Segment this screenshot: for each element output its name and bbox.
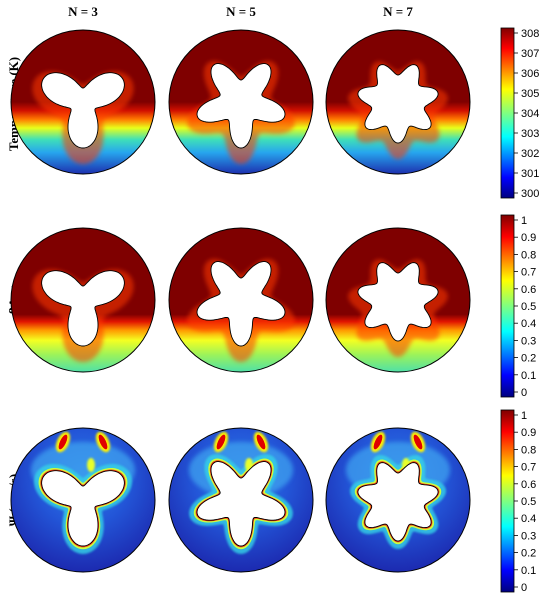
colorbar-tick-label: 1 bbox=[521, 215, 527, 227]
outer-cylinder bbox=[168, 29, 314, 175]
velocity-features bbox=[346, 431, 450, 550]
inner-cylinder bbox=[41, 470, 125, 547]
colorbar-tick-label: 0.5 bbox=[521, 301, 536, 313]
inner-cylinder bbox=[41, 270, 125, 347]
outer-cylinder bbox=[10, 227, 156, 373]
colorbar-tick-label: 0.5 bbox=[521, 496, 536, 508]
inner-cylinder bbox=[41, 72, 125, 149]
colorbar-tick-label: 0 bbox=[521, 387, 527, 399]
outer-cylinder bbox=[325, 427, 471, 573]
outer-cylinder bbox=[10, 29, 156, 175]
panel-temperature-n3 bbox=[10, 29, 156, 175]
colorbar-tick-label: 0.8 bbox=[521, 444, 536, 456]
colorbar-tick-label: 300 bbox=[521, 188, 539, 200]
colorbar-beta-avg: 1 0.9 0.8 0.7 0.6 0.5 0.4 0.3 0.2 0.1 0 bbox=[500, 214, 536, 399]
colorbar-tick-label: 0.1 bbox=[521, 565, 536, 577]
panel-beta-avg-n5 bbox=[168, 227, 314, 373]
colorbar-tick-label: 308 bbox=[521, 28, 539, 40]
outer-cylinder bbox=[168, 227, 314, 373]
colorbar-tick-label: 0 bbox=[521, 582, 527, 594]
panel-psi-n5 bbox=[168, 427, 314, 573]
column-header-n5: N = 5 bbox=[226, 4, 256, 19]
outer-cylinder bbox=[325, 29, 471, 175]
colorbar-tick-label: 0.7 bbox=[521, 462, 536, 474]
panel-beta-avg-n7 bbox=[325, 227, 471, 373]
outer-cylinder bbox=[10, 427, 156, 573]
colorbar-tick-label: 304 bbox=[521, 108, 539, 120]
colorbar-tick-label: 305 bbox=[521, 88, 539, 100]
colorbar-tick-label: 307 bbox=[521, 48, 539, 60]
colorbar-tick-label: 0.2 bbox=[521, 353, 536, 365]
colorbar-tick-label: 0.3 bbox=[521, 335, 536, 347]
inner-cylinder bbox=[357, 462, 439, 542]
column-header-n3: N = 3 bbox=[68, 4, 98, 19]
inner-cylinder bbox=[357, 64, 439, 144]
colorbar-tick-label: 303 bbox=[521, 128, 539, 140]
colorbar-tick-label: 306 bbox=[521, 68, 539, 80]
colorbar-tick-label: 302 bbox=[521, 148, 539, 160]
panel-temperature-n5 bbox=[168, 29, 314, 175]
inner-cylinder bbox=[196, 261, 286, 347]
outer-cylinder bbox=[325, 227, 471, 373]
inner-cylinder bbox=[196, 63, 286, 149]
panel-psi-n7 bbox=[325, 427, 471, 573]
colorbar-tick-label: 0.7 bbox=[521, 267, 536, 279]
panel-beta-avg-n3 bbox=[10, 227, 156, 373]
colorbar-tick-label: 0.3 bbox=[521, 530, 536, 542]
colorbar-tick-label: 1 bbox=[521, 410, 527, 422]
outer-cylinder bbox=[168, 427, 314, 573]
colorbar-tick-label: 0.1 bbox=[521, 370, 536, 382]
colorbar-tick-label: 0.4 bbox=[521, 318, 536, 330]
colorbar-tick-label: 0.2 bbox=[521, 548, 536, 560]
colorbar-psi: 1 0.9 0.8 0.7 0.6 0.5 0.4 0.3 0.2 0.1 0 bbox=[500, 409, 536, 594]
colorbar-temperature: 308 307 306 305 304 303 302 301 300 bbox=[500, 27, 539, 200]
colorbar-tick-label: 0.8 bbox=[521, 249, 536, 261]
inner-cylinder bbox=[357, 262, 439, 342]
inner-cylinder bbox=[196, 461, 286, 547]
colorbar-tick-label: 0.6 bbox=[521, 284, 536, 296]
panel-temperature-n7 bbox=[325, 29, 471, 175]
colorbar-tick-label: 0.9 bbox=[521, 427, 536, 439]
panel-psi-n3 bbox=[10, 427, 156, 573]
colorbar-tick-label: 0.9 bbox=[521, 232, 536, 244]
colorbar-tick-label: 0.4 bbox=[521, 513, 536, 525]
column-header-n7: N = 7 bbox=[383, 4, 413, 19]
colorbar-tick-label: 301 bbox=[521, 168, 539, 180]
colorbar-tick-label: 0.6 bbox=[521, 479, 536, 491]
